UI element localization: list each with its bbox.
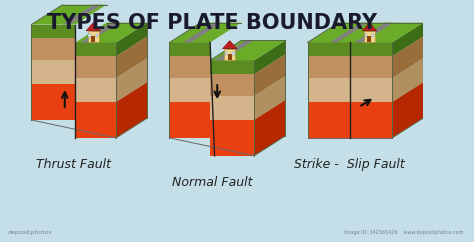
Polygon shape (308, 78, 392, 102)
Polygon shape (170, 102, 210, 138)
Polygon shape (365, 34, 367, 37)
Polygon shape (170, 42, 210, 56)
Polygon shape (31, 38, 75, 60)
Polygon shape (392, 58, 423, 102)
Polygon shape (31, 60, 75, 84)
Polygon shape (225, 52, 228, 55)
Polygon shape (210, 120, 254, 156)
Polygon shape (308, 23, 423, 42)
Polygon shape (308, 56, 392, 78)
Polygon shape (215, 40, 254, 60)
Polygon shape (75, 56, 116, 78)
Polygon shape (96, 34, 98, 37)
Polygon shape (222, 41, 237, 49)
Polygon shape (372, 34, 374, 37)
Polygon shape (91, 36, 95, 42)
Polygon shape (170, 23, 241, 42)
Text: TYPES OF PLATE BOUNDARY: TYPES OF PLATE BOUNDARY (47, 13, 377, 33)
Polygon shape (170, 78, 210, 102)
Polygon shape (254, 40, 285, 74)
Polygon shape (254, 76, 285, 120)
Text: Thrust Fault: Thrust Fault (36, 158, 111, 171)
Polygon shape (254, 100, 285, 156)
Polygon shape (75, 78, 116, 102)
Polygon shape (75, 42, 116, 56)
Polygon shape (210, 96, 254, 120)
Polygon shape (80, 23, 119, 42)
Polygon shape (116, 82, 147, 138)
Polygon shape (308, 102, 392, 138)
Polygon shape (392, 37, 423, 78)
Polygon shape (228, 54, 232, 60)
Polygon shape (116, 37, 147, 78)
Polygon shape (63, 5, 102, 24)
Text: Image ID: 342565426    www.depositphotos.com: Image ID: 342565426 www.depositphotos.co… (344, 230, 463, 235)
Polygon shape (210, 60, 254, 74)
Polygon shape (392, 82, 423, 138)
Text: depositphotos: depositphotos (8, 230, 53, 235)
Polygon shape (31, 5, 107, 24)
Polygon shape (308, 42, 392, 56)
Polygon shape (86, 23, 100, 31)
Polygon shape (89, 34, 91, 37)
Text: Normal Fault: Normal Fault (172, 176, 252, 189)
Polygon shape (75, 102, 116, 138)
Polygon shape (31, 84, 75, 120)
Polygon shape (367, 36, 372, 42)
Polygon shape (392, 23, 423, 56)
Polygon shape (224, 49, 235, 60)
Polygon shape (170, 56, 210, 78)
Polygon shape (88, 31, 99, 42)
Polygon shape (183, 23, 222, 42)
Polygon shape (31, 24, 75, 38)
Polygon shape (362, 23, 377, 31)
Polygon shape (210, 40, 285, 60)
Polygon shape (116, 23, 147, 56)
Polygon shape (355, 23, 393, 42)
Polygon shape (364, 31, 375, 42)
Polygon shape (75, 23, 147, 42)
Polygon shape (210, 74, 254, 96)
Text: Strike -  Slip Fault: Strike - Slip Fault (294, 158, 405, 171)
Polygon shape (232, 52, 235, 55)
Polygon shape (330, 23, 368, 42)
Polygon shape (254, 54, 285, 96)
Polygon shape (116, 58, 147, 102)
